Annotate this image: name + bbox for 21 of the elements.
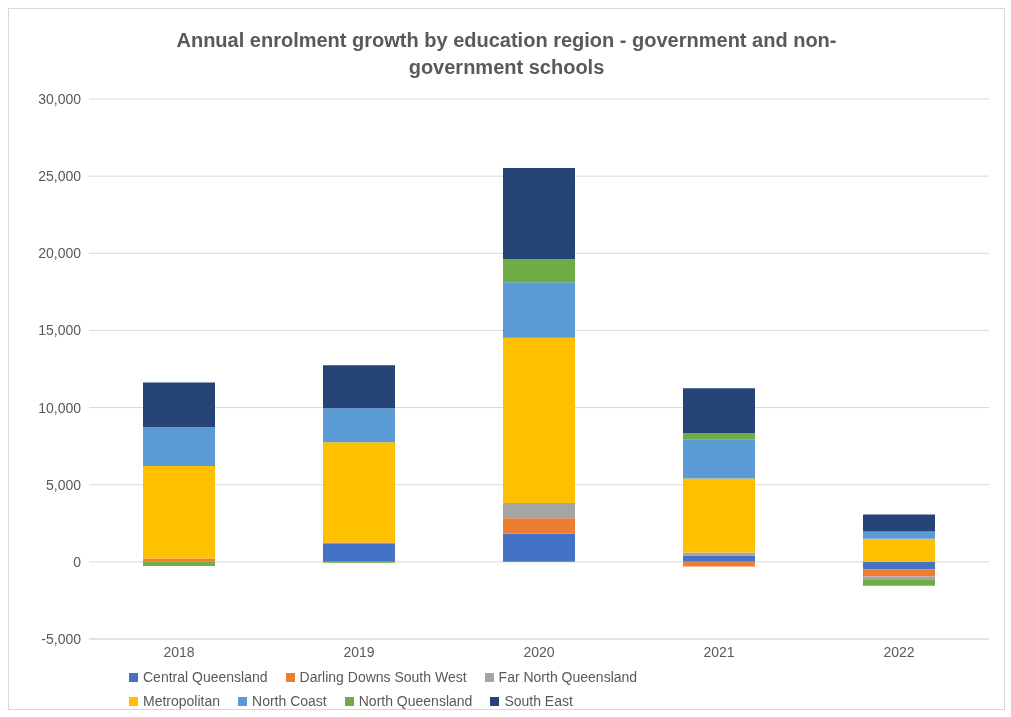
x-tick-label: 2021 [703,643,735,660]
legend-label: South East [503,693,573,709]
x-tick-label: 2018 [163,643,195,660]
x-tick-label: 2019 [343,643,375,660]
y-tick-label: 10,000 [38,399,82,416]
legend-label: Far North Queensland [497,669,638,685]
y-tick-label: 5,000 [45,476,82,493]
y-tick-label: 25,000 [38,168,82,185]
y-tick-label: -5,000 [41,630,82,647]
legend-label: Metropolitan [142,693,221,709]
legend-label: North Queensland [357,693,473,709]
legend-label: North Coast [251,693,327,709]
y-tick-label: 20,000 [38,245,82,262]
legend-label: Central Queensland [142,669,268,685]
y-tick-label: 15,000 [38,322,82,339]
x-tick-label: 2022 [883,643,915,660]
x-tick-label: 2020 [523,643,555,660]
y-tick-label: 0 [73,553,82,570]
legend-label: Darling Downs South West [298,669,467,685]
chart-title: Annual enrolment growth by education region - government and non-government schools [176,29,837,78]
y-tick-label: 30,000 [38,90,82,107]
